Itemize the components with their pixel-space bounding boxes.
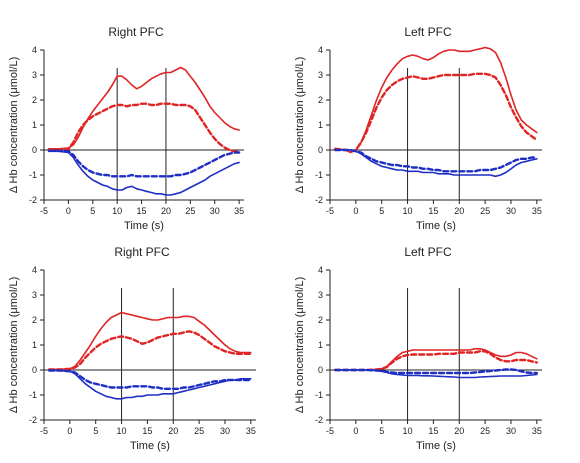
y-tick-label: 1	[318, 120, 323, 130]
x-tick-label: -5	[326, 206, 334, 216]
x-tick-label: 15	[428, 426, 438, 436]
red-dashed-series-line	[48, 330, 253, 371]
y-axis-label: Δ Hb concentration (μmol/L)	[8, 57, 20, 194]
x-axis-label: Time (s)	[124, 220, 164, 232]
y-axis-label: Δ Hb concentration (μmol/L)	[8, 277, 20, 414]
x-axis-label: Time (s)	[130, 440, 170, 452]
x-tick-label: 5	[379, 426, 384, 436]
y-tick-label: 1	[32, 120, 37, 130]
red-solid-series-line	[334, 347, 538, 371]
x-tick-label: 20	[161, 206, 171, 216]
y-tick-label: -2	[29, 195, 37, 205]
x-tick-label: 35	[246, 426, 256, 436]
y-tick-label: -2	[29, 415, 37, 425]
y-axis-label: Δ Hb concentration (μmol/L)	[294, 57, 306, 194]
chart-panel-3: Right PFC -2 -1 0 1 2 3 4 -5 0 5 10 15 20 25 30 35 Time (…	[8, 245, 256, 452]
y-tick-label: 3	[318, 70, 323, 80]
blue-dashed-series-line	[47, 149, 241, 178]
x-tick-label: 30	[220, 426, 230, 436]
red-solid-series-line	[334, 46, 538, 154]
x-axis-label: Time (s)	[416, 220, 456, 232]
y-tick-label: 2	[318, 315, 323, 325]
y-tick-label: 4	[32, 45, 37, 55]
red-solid-series-line	[48, 66, 240, 150]
red-dashed-series-line	[334, 350, 538, 372]
x-tick-label: 20	[168, 426, 178, 436]
y-tick-label: 1	[318, 340, 323, 350]
x-tick-label: 20	[454, 426, 464, 436]
x-tick-label: 10	[403, 206, 413, 216]
chart-panel-1: Right PFC -2 -1 0 1 2 3 4 -5 0 5 10 15 20 25 30 35 Time (…	[8, 25, 244, 232]
red-solid-series-line	[48, 311, 252, 371]
x-tick-label: 0	[67, 426, 72, 436]
panel-title: Right PFC	[108, 25, 164, 39]
x-tick-label: 15	[137, 206, 147, 216]
x-tick-label: -5	[326, 426, 334, 436]
chart-panel-2: Left PFC -2 -1 0 1 2 3 4 -5 0 5 10 15 20 25 30 35 Time (s…	[294, 25, 542, 232]
x-tick-label: -5	[40, 426, 48, 436]
x-tick-label: 25	[480, 426, 490, 436]
x-tick-label: 20	[454, 206, 464, 216]
red-dashed-series-line	[47, 102, 241, 153]
y-tick-label: 1	[32, 340, 37, 350]
y-tick-label: 4	[318, 45, 323, 55]
x-tick-label: 35	[234, 206, 244, 216]
x-tick-label: 25	[480, 206, 490, 216]
x-tick-label: 5	[93, 426, 98, 436]
y-tick-label: -2	[315, 195, 323, 205]
x-tick-label: 15	[142, 426, 152, 436]
y-tick-label: 2	[32, 315, 37, 325]
y-tick-label: 3	[318, 290, 323, 300]
y-tick-label: 0	[318, 145, 323, 155]
red-dashed-series-line	[334, 72, 538, 153]
y-tick-label: 4	[32, 265, 37, 275]
panel-title: Left PFC	[404, 245, 452, 259]
y-tick-label: -1	[29, 390, 37, 400]
x-tick-label: 10	[117, 426, 127, 436]
y-tick-label: -1	[315, 170, 323, 180]
y-tick-label: 4	[318, 265, 323, 275]
panel-title: Left PFC	[404, 25, 452, 39]
y-tick-label: 0	[318, 365, 323, 375]
chart-panel-4: Left PFC -2 -1 0 1 2 3 4 -5 0 5 10 15 20 25 30 35 Time (s…	[294, 245, 542, 452]
y-tick-label: 2	[32, 95, 37, 105]
blue-solid-series-line	[48, 369, 252, 400]
x-tick-label: 10	[403, 426, 413, 436]
blue-dashed-series-line	[48, 369, 253, 390]
x-tick-label: 5	[379, 206, 384, 216]
blue-solid-series-line	[48, 150, 240, 196]
y-tick-label: 0	[32, 365, 37, 375]
y-tick-label: -1	[29, 170, 37, 180]
x-tick-label: 35	[532, 206, 542, 216]
x-tick-label: 25	[194, 426, 204, 436]
x-tick-label: 15	[428, 206, 438, 216]
blue-solid-series-line	[334, 149, 538, 178]
panel-title: Right PFC	[114, 245, 170, 259]
x-tick-label: 5	[90, 206, 95, 216]
blue-dashed-series-line	[334, 368, 538, 375]
x-tick-label: 35	[532, 426, 542, 436]
x-tick-label: 0	[353, 426, 358, 436]
x-tick-label: 0	[353, 206, 358, 216]
x-tick-label: 30	[210, 206, 220, 216]
y-tick-label: -2	[315, 415, 323, 425]
y-tick-label: 3	[32, 70, 37, 80]
y-tick-label: 2	[318, 95, 323, 105]
y-tick-label: 0	[32, 145, 37, 155]
x-axis-label: Time (s)	[416, 440, 456, 452]
y-tick-label: 3	[32, 290, 37, 300]
x-tick-label: -5	[40, 206, 48, 216]
y-axis-label: Δ Hb concentration (μmol/L)	[294, 277, 306, 414]
x-tick-label: 30	[506, 426, 516, 436]
x-tick-label: 25	[185, 206, 195, 216]
x-tick-label: 0	[66, 206, 71, 216]
y-tick-label: -1	[315, 390, 323, 400]
blue-dashed-series-line	[334, 148, 538, 173]
x-tick-label: 10	[112, 206, 122, 216]
x-tick-label: 30	[506, 206, 516, 216]
